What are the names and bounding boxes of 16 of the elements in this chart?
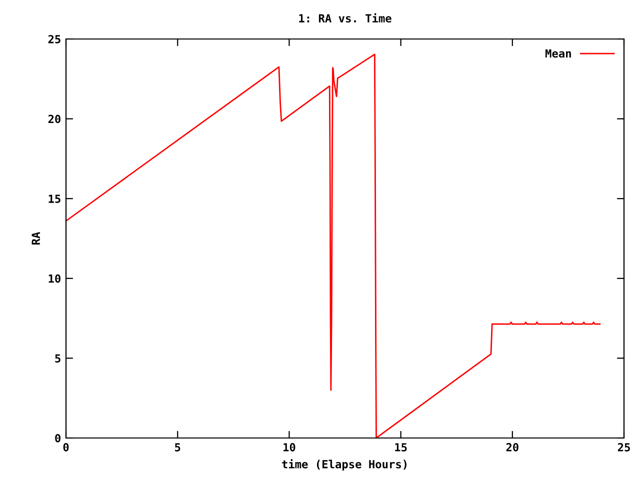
- y-tick-label: 0: [55, 434, 60, 442]
- y-axis-title: RA: [32, 232, 40, 244]
- chart-title: 1: RA vs. Time: [299, 13, 392, 22]
- x-tick-label: 0: [63, 443, 69, 452]
- y-tick-label: 15: [48, 194, 60, 203]
- x-tick-label: 10: [284, 443, 296, 452]
- y-tick-label: 10: [48, 274, 60, 283]
- x-axis-title: time (Elapse Hours): [282, 459, 406, 471]
- y-tick-label: 5: [55, 354, 60, 363]
- y-tick-label: 20: [48, 114, 60, 124]
- x-tick-label: 15: [395, 443, 407, 452]
- x-tick-label: 5: [175, 443, 180, 452]
- x-tick-label: 25: [618, 443, 630, 452]
- x-tick-label: 20: [506, 443, 518, 452]
- y-tick-label: 25: [48, 34, 60, 44]
- legend-label: Mean: [545, 49, 571, 58]
